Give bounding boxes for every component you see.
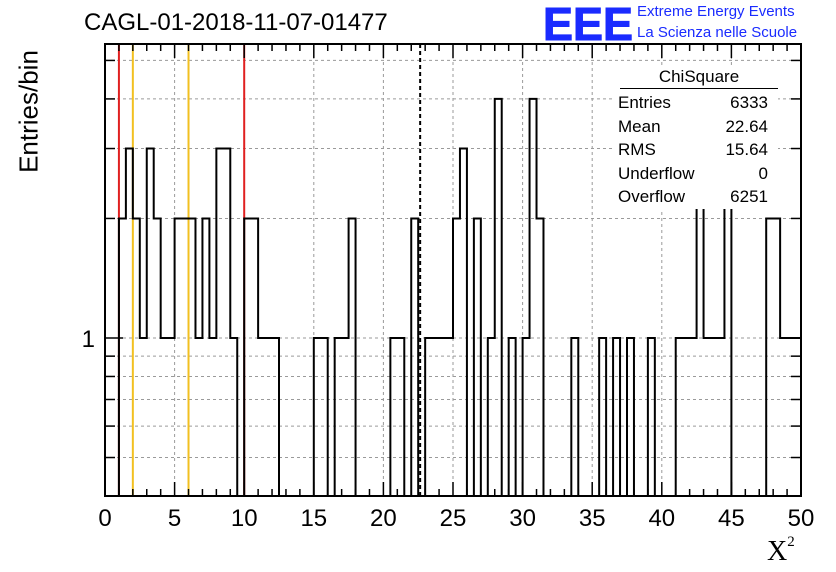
- x-tick-label: 0: [98, 505, 111, 532]
- stats-box: ChiSquare Entries 6333 Mean 22.64 RMS 15.64 Un…: [612, 66, 778, 209]
- stats-row-overflow: Overflow 6251: [612, 185, 778, 209]
- stats-row-entries: Entries 6333: [612, 91, 778, 115]
- stats-label: Underflow: [618, 163, 695, 183]
- x-tick-label: 45: [718, 505, 745, 532]
- x-axis-symbol: X: [767, 536, 788, 567]
- axis-ticks: [104, 44, 802, 496]
- stats-label: Mean: [618, 116, 661, 136]
- svg-text:EEE: EEE: [543, 0, 633, 44]
- stats-title: ChiSquare: [620, 66, 778, 89]
- stats-value: 15.64: [725, 140, 768, 159]
- x-axis-label: X2: [767, 534, 795, 568]
- y-tick-label: 1: [82, 326, 95, 353]
- eee-logo-mark: EEE: [543, 0, 633, 44]
- x-tick-label: 20: [370, 505, 397, 532]
- y-tick-labels: 1: [82, 326, 95, 353]
- stats-value: 0: [758, 163, 768, 183]
- x-tick-label: 10: [231, 505, 258, 532]
- stats-row-rms: RMS 15.64: [612, 138, 778, 162]
- x-tick-label: 40: [648, 505, 675, 532]
- stats-label: Overflow: [618, 187, 686, 206]
- x-axis-superscript: 2: [787, 534, 795, 550]
- stats-value: 22.64: [725, 116, 768, 136]
- y-axis-label: Entries/bin: [13, 50, 44, 173]
- stats-label: Entries: [618, 93, 671, 112]
- stats-label: RMS: [618, 140, 656, 159]
- reference-lines: [117, 44, 422, 496]
- stats-row-underflow: Underflow 0: [612, 162, 778, 186]
- stats-rows: Entries 6333 Mean 22.64 RMS 15.64 Underflow 0 Ov…: [612, 91, 778, 209]
- x-tick-label: 50: [788, 505, 815, 532]
- stats-row-mean: Mean 22.64: [612, 115, 778, 139]
- x-tick-label: 15: [300, 505, 327, 532]
- x-tick-label: 30: [509, 505, 536, 532]
- stats-value: 6333: [730, 93, 768, 112]
- logo-line-1: Extreme Energy Events: [637, 3, 795, 20]
- x-tick-label: 35: [579, 505, 606, 532]
- logo-line-2: La Scienza nelle Scuole: [637, 24, 798, 41]
- x-tick-label: 25: [440, 505, 467, 532]
- stats-value: 6251: [730, 187, 768, 206]
- x-tick-label: 5: [168, 505, 181, 532]
- x-tick-labels: 0 5 10 15 20 25 30 35 40 45 50: [98, 505, 814, 532]
- chart-title: CAGL-01-2018-11-07-01477: [84, 9, 388, 36]
